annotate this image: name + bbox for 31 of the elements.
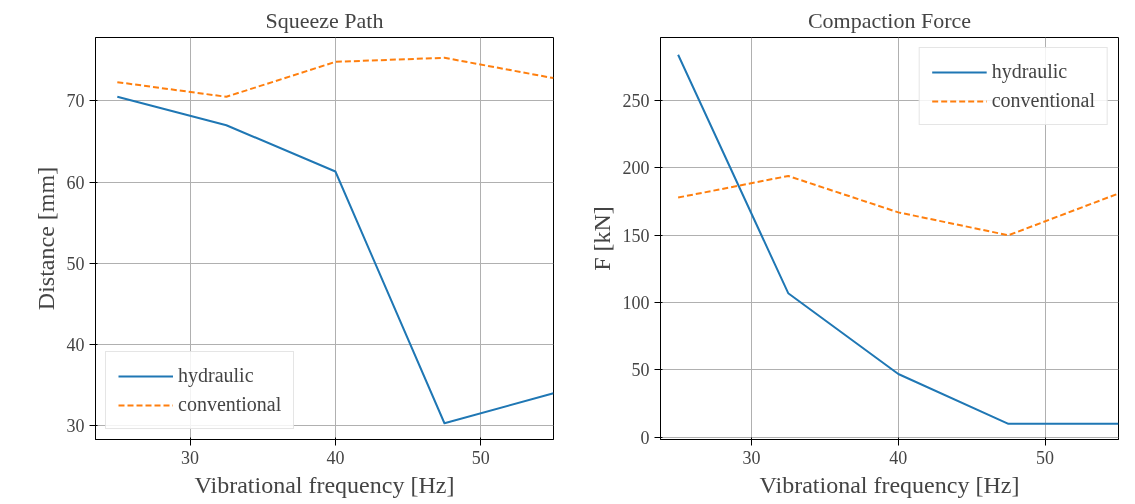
y-axis-title: Distance [mm] [32,166,59,311]
legend-label: conventional [178,393,282,416]
y-tick-label: 50 [631,360,650,381]
y-axis-title: F [kN] [588,206,615,271]
x-tick-label: 50 [471,447,490,468]
line-series [116,95,554,425]
y-tick-label: 40 [66,334,85,355]
chart-title: Squeeze Path [265,7,384,33]
y-tick-label: 0 [640,427,650,448]
line-series [677,174,1119,237]
y-tick-label: 250 [622,91,650,112]
y-tick-label: 150 [622,225,650,246]
x-tick-label: 30 [742,447,761,468]
y-tick-label: 70 [66,91,85,112]
legend-label: hydraulic [991,60,1068,83]
legend-label: conventional [991,89,1095,112]
y-tick-label: 100 [622,293,650,314]
chart-title: Compaction Force [807,7,972,33]
x-tick-label: 50 [1036,447,1055,468]
line-series [677,53,1119,425]
y-tick-label: 200 [622,158,650,179]
x-tick-label: 30 [181,447,200,468]
x-tick-label: 40 [889,447,908,468]
line-series [116,56,554,98]
y-tick-label: 50 [66,253,85,274]
y-tick-label: 60 [66,172,85,193]
x-axis-title: Vibrational frequency [Hz] [759,471,1020,498]
x-tick-label: 40 [326,447,345,468]
legend-label: hydraulic [178,364,254,387]
x-axis-title: Vibrational frequency [Hz] [194,471,455,498]
y-tick-label: 30 [66,416,85,437]
